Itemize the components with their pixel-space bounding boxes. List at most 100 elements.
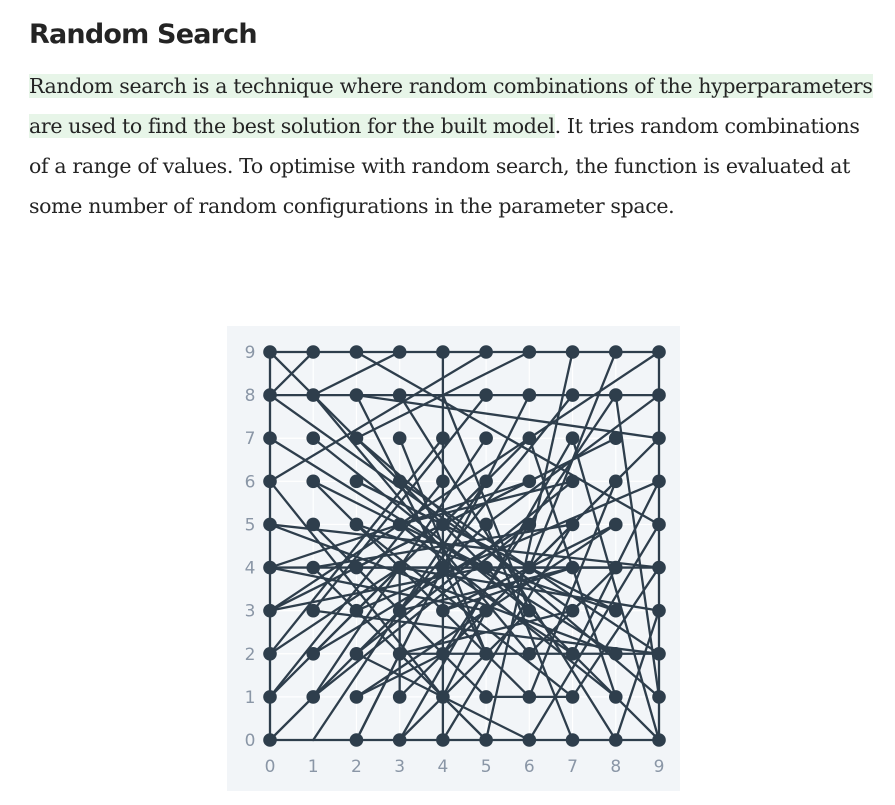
sample-point [392,474,407,489]
sample-point [479,690,493,704]
sample-point [565,388,580,402]
sample-point [522,345,537,359]
search-lines [268,350,661,742]
sample-point [565,603,580,618]
sample-point [608,646,623,661]
sample-point [263,388,277,402]
search-path-line [614,609,661,742]
sample-point [565,474,580,489]
sample-point [652,560,666,575]
sample-point [522,431,537,446]
sample-point [479,517,493,532]
sample-point [565,690,580,704]
sample-point [652,388,666,402]
sample-point [608,388,623,402]
sample-point [565,733,580,747]
y-tick-label: 2 [245,645,256,665]
x-axis-ticks: 0 1 2 3 4 5 6 7 8 9 [265,757,665,777]
x-tick-label: 4 [437,757,448,777]
search-path-line [268,350,661,612]
sample-point [608,733,623,747]
sample-point [565,560,580,575]
sample-point [349,560,364,575]
sample-point [306,517,321,532]
search-path-line [614,393,661,699]
sample-point [652,517,666,532]
x-tick-label: 9 [654,757,665,777]
search-path-line [484,350,574,742]
y-tick-label: 3 [245,602,256,622]
sample-point [479,474,493,489]
sample-point [349,517,364,532]
sample-point [652,733,666,747]
sample-point [436,646,450,661]
sample-point [479,345,493,359]
sample-point [349,431,364,446]
sample-point [436,733,450,747]
sample-point [608,431,623,446]
random-search-figure: 0 1 2 3 4 5 6 7 8 9 0 1 2 3 4 5 6 7 8 9 [227,326,680,791]
sample-point [436,517,450,532]
section-paragraph: Random search is a technique where rando… [29,66,879,226]
sample-point [392,603,407,618]
sample-point [392,733,407,747]
y-tick-label: 9 [245,343,256,363]
sample-point [263,517,277,532]
random-search-chart: 0 1 2 3 4 5 6 7 8 9 0 1 2 3 4 5 6 7 8 9 [245,343,666,777]
sample-point [349,345,364,359]
search-path-line [268,350,315,397]
sample-point [652,646,666,661]
search-path-line [484,523,574,742]
sample-point [522,517,537,532]
sample-point [652,690,666,704]
sample-point [306,474,321,489]
sample-point [652,474,666,489]
search-path-line [571,437,661,742]
sample-point [522,690,537,704]
sample-point [263,431,277,446]
sample-point [479,388,493,402]
sample-point [436,431,450,446]
sample-point [652,431,666,446]
y-tick-label: 5 [245,515,256,535]
search-path-line [312,350,401,397]
sample-point [479,431,493,446]
y-tick-label: 0 [245,731,256,751]
sample-point [392,388,407,402]
sample-point [392,517,407,532]
x-tick-label: 7 [567,757,578,777]
search-path-line [528,480,617,699]
sample-point [522,474,537,489]
search-path-line [441,609,488,699]
sample-point [565,646,580,661]
sample-point [306,431,321,446]
sample-point [608,603,623,618]
search-path-line [398,609,574,655]
x-tick-label: 0 [265,757,276,777]
sample-point [608,560,623,575]
sample-point [349,690,364,704]
sample-point [565,431,580,446]
search-path-line [355,480,574,655]
sample-point [652,345,666,359]
sample-point [436,690,450,704]
x-tick-label: 1 [308,757,319,777]
y-tick-label: 6 [245,472,256,492]
sample-point [565,345,580,359]
y-tick-label: 4 [245,559,256,579]
sample-point [608,517,623,532]
sample-point [392,690,407,704]
sample-point [522,560,537,575]
sample-point [306,603,321,618]
y-tick-label: 7 [245,429,256,449]
search-path-line [398,609,531,742]
search-path-line [441,393,531,612]
sample-point [608,345,623,359]
x-tick-label: 6 [524,757,535,777]
sample-point [349,603,364,618]
sample-point [436,560,450,575]
sample-point [263,690,277,704]
x-tick-label: 2 [351,757,362,777]
sample-point [263,560,277,575]
x-tick-label: 3 [394,757,405,777]
